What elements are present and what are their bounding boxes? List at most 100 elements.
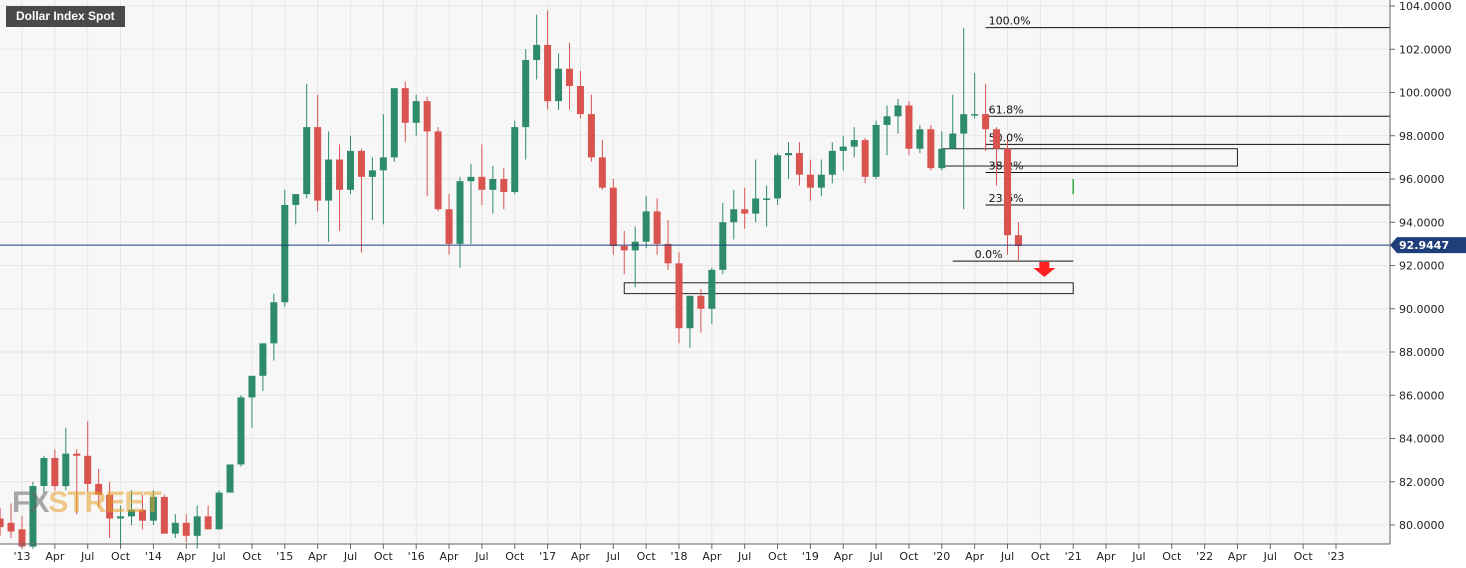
- candle: [828, 142, 836, 184]
- candle-body: [719, 222, 727, 270]
- candle-body: [182, 522, 190, 536]
- candle: [839, 135, 847, 171]
- candle-body: [128, 509, 135, 517]
- x-tick-label: Oct: [637, 550, 657, 563]
- candle-body: [51, 457, 59, 487]
- candle: [522, 49, 530, 160]
- candle: [555, 53, 563, 110]
- candle-body: [193, 516, 201, 536]
- candle: [325, 131, 333, 242]
- candle-body: [905, 105, 913, 149]
- candle-body: [774, 155, 782, 199]
- x-tick-label: Oct: [505, 550, 525, 563]
- candle: [84, 421, 92, 493]
- candle: [40, 455, 48, 493]
- candle-body: [117, 516, 125, 519]
- candle-body: [445, 209, 453, 244]
- candle: [566, 42, 573, 110]
- x-tick-label: Apr: [45, 550, 65, 563]
- candle: [368, 157, 376, 221]
- candle: [0, 507, 4, 536]
- x-tick-label: Oct: [111, 550, 131, 563]
- candle: [303, 83, 311, 199]
- x-tick-label: Oct: [374, 550, 394, 563]
- y-tick-label: 88.0000: [1399, 346, 1445, 359]
- candle-body: [489, 179, 497, 190]
- candle: [609, 179, 617, 255]
- y-tick-label: 100.0000: [1399, 87, 1452, 100]
- candle: [752, 159, 760, 223]
- candle: [500, 168, 508, 210]
- x-tick-label: '20: [933, 550, 950, 563]
- candle-body: [927, 129, 935, 169]
- candle-body: [566, 68, 573, 87]
- candle-body: [697, 295, 705, 309]
- candle-body: [960, 114, 968, 134]
- candle: [883, 105, 891, 156]
- candle: [29, 481, 37, 549]
- candle: [587, 94, 595, 162]
- candle-body: [861, 140, 869, 177]
- y-axis: 104.0000 102.0000 100.0000 98.0000 96.0000 94…: [1390, 0, 1452, 532]
- y-tick-label: 90.0000: [1399, 303, 1445, 316]
- candle: [949, 94, 957, 149]
- x-tick-label: '23: [1327, 550, 1344, 563]
- candle-body: [544, 44, 552, 102]
- candle: [642, 196, 650, 249]
- candle: [763, 185, 771, 227]
- candle-body: [620, 246, 628, 251]
- candle: [456, 176, 464, 268]
- x-tick-label: Apr: [571, 550, 591, 563]
- current-price-badge: 92.9447: [1390, 237, 1466, 254]
- chart-title: Dollar Index Spot: [6, 6, 125, 27]
- x-tick-label: Jul: [80, 550, 94, 563]
- x-tick-label: Oct: [768, 550, 788, 563]
- x-tick-label: Apr: [177, 550, 197, 563]
- candle-body: [226, 464, 234, 493]
- candle: [7, 503, 15, 538]
- x-tick-label: Apr: [308, 550, 328, 563]
- candle-body: [7, 522, 15, 532]
- y-tick-label: 82.0000: [1399, 476, 1445, 489]
- candle-body: [292, 194, 300, 205]
- candle-body: [587, 114, 595, 158]
- candle: [1004, 140, 1011, 255]
- candle: [390, 88, 398, 162]
- candle-body: [281, 204, 289, 303]
- candle-body: [982, 114, 990, 130]
- candle: [171, 514, 179, 538]
- candle-body: [18, 529, 26, 547]
- candle-body: [259, 343, 267, 376]
- x-tick-label: '22: [1196, 550, 1213, 563]
- candle-body: [883, 116, 891, 125]
- candle-body: [609, 187, 617, 247]
- x-tick-label: Jul: [211, 550, 225, 563]
- candle: [719, 202, 727, 275]
- candle-body: [938, 148, 946, 169]
- candle: [215, 490, 223, 530]
- candle-body: [138, 509, 146, 521]
- candle: [62, 427, 70, 491]
- candle-body: [686, 295, 694, 329]
- candle: [960, 27, 968, 210]
- x-tick-label: Apr: [834, 550, 854, 563]
- plot-background: [0, 0, 1390, 544]
- candle: [730, 189, 738, 240]
- x-tick-label: Oct: [1162, 550, 1182, 563]
- candle-body: [795, 153, 803, 175]
- candle-body: [314, 127, 322, 201]
- candle: [478, 144, 486, 205]
- candle-body: [270, 302, 278, 344]
- x-tick-label: Apr: [965, 550, 985, 563]
- candle-body: [500, 179, 508, 192]
- x-tick-label: Jul: [737, 550, 751, 563]
- candle: [620, 230, 628, 275]
- candle: [357, 148, 365, 253]
- candle-body: [675, 263, 683, 329]
- candle: [128, 490, 135, 525]
- candle: [259, 343, 267, 391]
- y-tick-label: 102.0000: [1399, 43, 1452, 56]
- x-tick-label: '16: [408, 550, 425, 563]
- x-tick-label: '19: [802, 550, 819, 563]
